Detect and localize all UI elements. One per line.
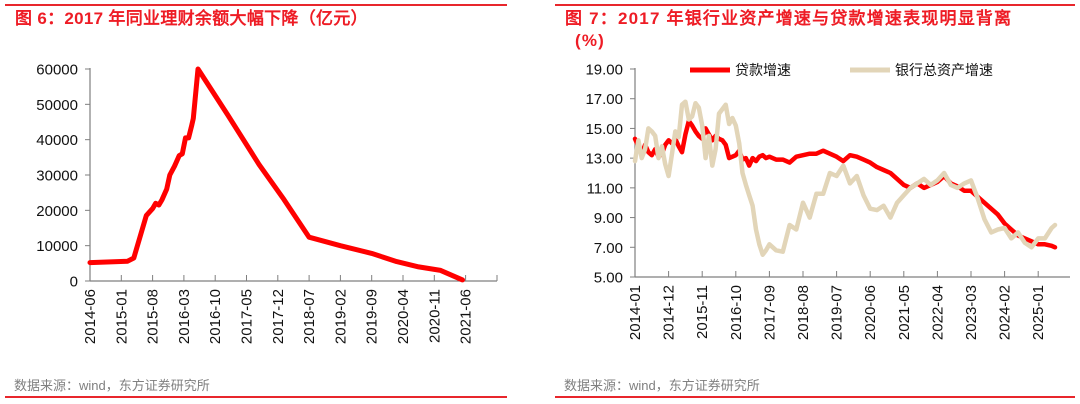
x-tick-label: 2015-08 xyxy=(145,289,162,344)
x-tick-label: 2019-09 xyxy=(364,289,381,344)
x-tick-label: 2015-11 xyxy=(694,285,711,339)
y-tick-label: 7.00 xyxy=(594,240,623,257)
series-line-2 xyxy=(632,99,1058,257)
right-source-note: 数据来源：wind，东方证券研究所 xyxy=(564,378,760,393)
x-tick-label: 2016-10 xyxy=(728,285,745,340)
y-tick-label: 9.00 xyxy=(594,210,623,227)
x-tick-label: 2017-09 xyxy=(761,285,778,340)
x-tick-label: 2017-12 xyxy=(270,289,287,344)
x-tick-label: 2018-08 xyxy=(795,285,812,340)
y-tick-label: 10000 xyxy=(36,238,78,255)
y-tick-label: 19.00 xyxy=(585,62,623,79)
y-tick-label: 60000 xyxy=(36,62,78,79)
x-tick-label: 2021-06 xyxy=(458,289,475,344)
series-line-1 xyxy=(87,66,465,283)
x-tick-label: 2021-05 xyxy=(896,285,913,340)
right-title-line1: 图 7：2017 年银行业资产增速与贷款增速表现明显背离 xyxy=(565,9,1013,28)
y-tick-label: 11.00 xyxy=(587,180,623,197)
y-tick-label: 0 xyxy=(70,274,78,291)
right-bottom-rule xyxy=(555,396,1075,398)
right-line-chart: 5.00 7.00 9.00 11.00 13.00 15.00 17.00 19.00 201… xyxy=(585,62,1070,340)
x-tick-label: 2016-03 xyxy=(176,289,193,344)
y-tick-label: 50000 xyxy=(36,97,78,114)
x-tick-label: 2020-06 xyxy=(862,285,879,340)
left-source-note: 数据来源：wind，东方证券研究所 xyxy=(14,378,210,393)
x-tick-label: 2023-03 xyxy=(963,285,980,340)
x-tick-label: 2014-01 xyxy=(627,285,644,340)
x-tick-label: 2022-04 xyxy=(929,285,946,340)
left-top-rule xyxy=(5,4,507,6)
right-figure-panel: 图 7：2017 年银行业资产增速与贷款增速表现明显背离 (%) 5.00 7.0… xyxy=(540,0,1080,404)
x-tick-label: 2014-06 xyxy=(82,289,99,344)
y-tick-label: 15.00 xyxy=(585,121,623,138)
series-line-1 xyxy=(632,118,1058,250)
right-top-rule xyxy=(555,4,1075,6)
right-figure-title: 图 7：2017 年银行业资产增速与贷款增速表现明显背离 (%) xyxy=(565,8,1012,52)
right-title-line2: (%) xyxy=(575,31,606,50)
x-tick-label: 2020-04 xyxy=(395,289,412,344)
x-tick-label: 2019-07 xyxy=(829,285,846,340)
legend-label: 银行总资产增速 xyxy=(895,63,993,79)
y-tick-label: 20000 xyxy=(36,203,78,220)
x-tick-label: 2016-10 xyxy=(207,289,224,344)
y-tick-label: 17.00 xyxy=(585,91,623,108)
x-tick-label: 2017-05 xyxy=(239,289,256,344)
y-tick-label: 13.00 xyxy=(585,151,623,168)
y-tick-label: 30000 xyxy=(36,168,78,185)
left-bottom-rule xyxy=(5,396,507,398)
legend-label: 贷款增速 xyxy=(735,63,791,79)
left-line-chart: 0 10000 20000 30000 40000 50000 60000 2014-06 20… xyxy=(36,62,498,344)
x-tick-label: 2015-01 xyxy=(113,289,130,344)
left-figure-title: 图 6：2017 年同业理财余额大幅下降（亿元） xyxy=(15,9,368,28)
x-tick-label: 2025-01 xyxy=(1030,285,1047,340)
x-tick-label: 2024-02 xyxy=(997,285,1014,340)
x-tick-label: 2019-02 xyxy=(332,289,349,344)
x-tick-label: 2020-11 xyxy=(426,289,443,343)
x-tick-label: 2018-07 xyxy=(301,289,318,344)
y-tick-label: 40000 xyxy=(36,132,78,149)
x-tick-label: 2014-12 xyxy=(661,285,678,340)
y-tick-label: 5.00 xyxy=(594,270,623,287)
left-figure-panel: 图 6：2017 年同业理财余额大幅下降（亿元） 0 10000 20000 3000… xyxy=(5,4,507,398)
